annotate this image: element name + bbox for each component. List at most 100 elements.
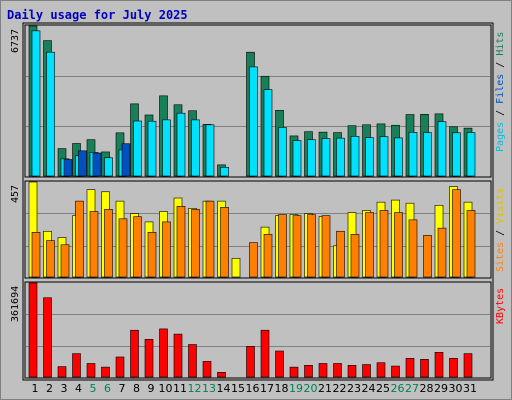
bar-sites-day-10: [162, 221, 171, 278]
bar-sites-day-6: [104, 209, 113, 278]
bar-files-day-12: [191, 119, 200, 177]
bar-files-day-13: [205, 124, 215, 177]
bar-kbytes-day-20: [304, 365, 313, 378]
day-label-27: 27: [405, 382, 419, 395]
bar-sites-day-29: [437, 227, 447, 278]
bar-files-day-6: [104, 157, 113, 177]
bar-sites-day-19: [292, 215, 302, 278]
day-label-13: 13: [202, 382, 216, 395]
legend-kbytes: KBytes: [495, 288, 506, 324]
bar-pages-day-7: [121, 143, 131, 177]
bar-sites-day-4: [75, 200, 84, 278]
bar-pages-day-3: [63, 159, 73, 177]
bar-sites-day-3: [60, 244, 70, 278]
bar-files-day-1: [31, 30, 41, 177]
day-label-4: 4: [75, 382, 82, 395]
bar-files-day-24: [365, 137, 374, 177]
bar-files-day-19: [292, 140, 302, 177]
bar-files-day-17: [263, 89, 273, 177]
bar-sites-day-28: [423, 235, 432, 278]
legend-hits-files-pages: Pages / Files / Hits: [495, 32, 506, 152]
day-label-11: 11: [173, 382, 187, 395]
day-label-22: 22: [332, 382, 347, 395]
bar-kbytes-day-13: [202, 361, 212, 378]
bar-files-day-28: [423, 132, 432, 177]
bar-files-day-22: [336, 137, 345, 177]
bar-files-day-14: [220, 167, 229, 177]
day-label-6: 6: [104, 382, 111, 395]
bar-sites-day-27: [408, 219, 418, 278]
bar-files-day-11: [176, 112, 186, 177]
legend-separator: /: [495, 55, 506, 74]
day-label-20: 20: [303, 382, 318, 395]
bar-sites-day-2: [46, 240, 55, 278]
bar-files-day-29: [437, 121, 447, 177]
day-label-16: 16: [245, 382, 260, 395]
legend-entry-hits: Hits: [495, 31, 506, 56]
bar-sites-day-31: [466, 210, 476, 278]
bar-kbytes-day-2: [43, 297, 52, 378]
bar-sites-day-20: [307, 214, 316, 278]
bar-sites-day-25: [379, 210, 389, 278]
bar-sites-day-13: [205, 200, 215, 278]
bar-kbytes-day-17: [260, 329, 270, 378]
bar-kbytes-day-8: [130, 329, 139, 378]
max-label-visits-sites: 457: [10, 184, 21, 203]
day-label-23: 23: [347, 382, 361, 395]
day-label-18: 18: [274, 382, 289, 395]
day-label-2: 2: [46, 382, 53, 395]
day-label-12: 12: [187, 382, 202, 395]
bar-kbytes-day-30: [449, 357, 458, 378]
bar-sites-day-18: [278, 214, 287, 278]
day-label-5: 5: [89, 382, 97, 395]
bar-sites-day-17: [263, 234, 273, 278]
day-label-15: 15: [231, 382, 245, 395]
bar-sites-day-24: [365, 212, 374, 278]
day-label-17: 17: [260, 382, 274, 395]
day-label-21: 21: [318, 382, 332, 395]
bar-files-day-20: [307, 139, 316, 177]
bar-kbytes-day-21: [318, 363, 328, 378]
day-label-7: 7: [118, 382, 126, 395]
plot-border: [22, 22, 494, 381]
bar-files-day-25: [379, 136, 389, 177]
bar-kbytes-day-19: [289, 366, 299, 378]
bar-pages-day-5: [92, 152, 102, 177]
day-label-30: 30: [448, 382, 463, 395]
bar-kbytes-day-27: [405, 357, 415, 378]
bar-sites-day-8: [133, 216, 142, 278]
legend-entry-kbytes: KBytes: [495, 288, 506, 325]
bar-files-day-30: [452, 132, 461, 177]
bar-kbytes-day-29: [434, 352, 444, 378]
bar-files-day-9: [147, 120, 157, 177]
bar-sites-day-9: [147, 232, 157, 278]
bar-pages-day-4: [78, 150, 87, 177]
legend-separator: /: [495, 223, 506, 242]
bar-kbytes-day-28: [420, 359, 429, 378]
legend-entry-pages: Pages: [495, 121, 506, 152]
bar-sites-day-16: [249, 242, 258, 278]
bar-kbytes-day-6: [101, 366, 110, 378]
day-label-24: 24: [361, 382, 376, 395]
bar-kbytes-day-12: [188, 344, 197, 378]
day-label-31: 31: [463, 382, 477, 395]
bar-kbytes-day-5: [86, 363, 96, 378]
bar-kbytes-day-3: [57, 366, 67, 378]
day-label-3: 3: [60, 382, 68, 395]
bar-kbytes-day-9: [144, 339, 154, 378]
bar-sites-day-1: [31, 232, 41, 278]
bar-sites-day-5: [89, 211, 99, 278]
bar-files-day-16: [249, 66, 258, 177]
bar-files-day-21: [321, 138, 331, 177]
day-label-10: 10: [158, 382, 173, 395]
day-label-19: 19: [289, 382, 303, 395]
day-label-1: 1: [31, 382, 39, 395]
max-label-kbytes: 361694: [10, 285, 21, 322]
bar-files-day-31: [466, 132, 476, 177]
bar-kbytes-day-18: [275, 350, 284, 378]
bar-kbytes-day-31: [463, 353, 473, 378]
bar-files-day-8: [133, 120, 142, 177]
bar-files-day-26: [394, 137, 403, 177]
bar-files-day-18: [278, 127, 287, 177]
